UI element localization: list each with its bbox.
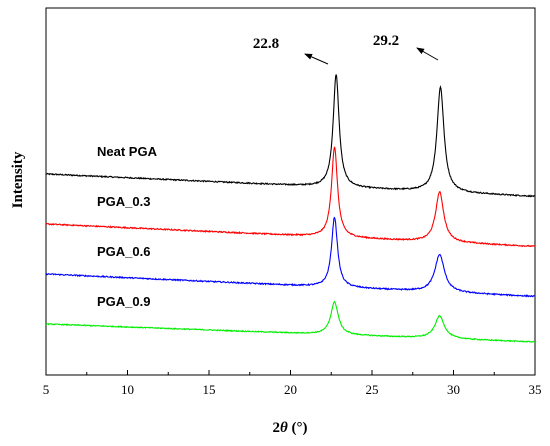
series-line-1 — [45, 146, 536, 248]
peak-arrow-1 — [416, 47, 439, 61]
x-axis-title-theta: θ — [280, 420, 288, 436]
peak-arrow-0 — [304, 53, 329, 65]
series-label-3: PGA_0.9 — [97, 294, 150, 309]
traces-group — [45, 74, 536, 343]
series-label-1: PGA_0.3 — [97, 194, 150, 209]
x-axis-title-unit: (°) — [288, 420, 308, 436]
series-line-3 — [45, 300, 536, 343]
x-tick-label-6: 35 — [529, 382, 542, 397]
x-tick-label-2: 15 — [203, 382, 216, 397]
x-tick-label-1: 10 — [121, 382, 134, 397]
x-ticks-group: 5 10 15 20 25 30 35 — [43, 370, 542, 397]
peak-label-0: 22.8 — [253, 36, 279, 52]
x-tick-label-3: 20 — [284, 382, 297, 397]
annotations-group: 22.8 29.2 — [253, 33, 439, 65]
x-axis-title: 2θ (°) — [272, 420, 307, 436]
series-label-0: Neat PGA — [97, 144, 158, 159]
peak-label-1: 29.2 — [373, 33, 399, 49]
x-tick-label-5: 30 — [447, 382, 460, 397]
x-tick-label-0: 5 — [43, 382, 50, 397]
series-labels-group: Neat PGA PGA_0.3 PGA_0.6 PGA_0.9 — [97, 144, 158, 309]
series-label-2: PGA_0.6 — [97, 244, 150, 259]
series-line-0 — [45, 74, 536, 198]
x-tick-label-4: 25 — [366, 382, 379, 397]
series-line-2 — [45, 216, 536, 298]
x-axis-title-number: 2 — [272, 420, 280, 436]
plot-frame — [45, 7, 536, 376]
y-axis-title: Intensity — [10, 151, 26, 208]
